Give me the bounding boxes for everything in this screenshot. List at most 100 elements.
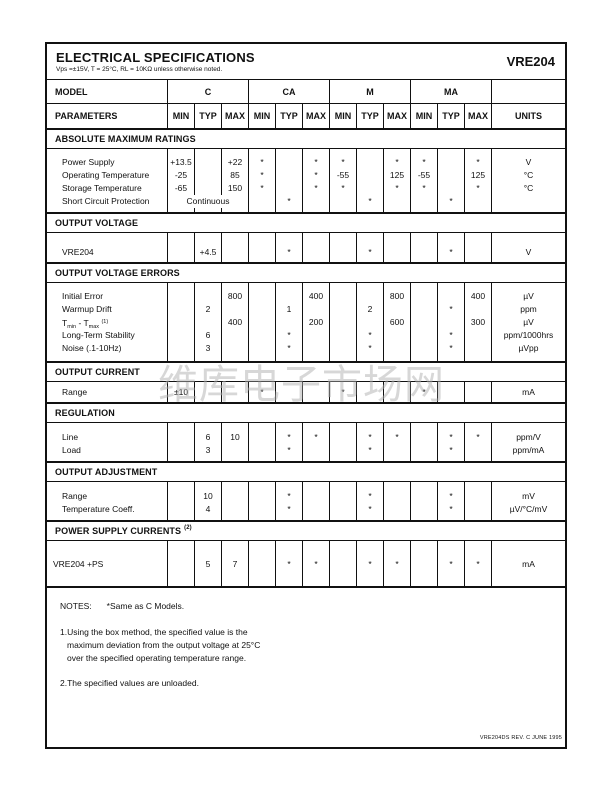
spec-value [411,431,437,444]
spec-value [330,246,356,259]
parameter-label: VRE204 +PS [53,559,104,569]
spec-value [249,503,275,516]
spec-value [222,303,248,316]
value-column-ma-typ: * * [438,482,465,520]
spec-value: -65 [174,183,188,193]
page-title: ELECTRICAL SPECIFICATIONS [56,49,255,65]
spec-value [222,246,248,259]
spec-value: * [449,432,453,442]
spec-value [168,316,194,329]
value-column-c-min [168,541,195,586]
spec-value: * [476,559,480,569]
spec-value [249,195,275,208]
spec-value [303,444,329,457]
test-conditions: Vps =±15V, T = 25°C, RL = 10KΩ unless ot… [56,66,223,74]
parameter-label: Tmin - Tmax (1) [62,318,109,330]
spec-value: * [287,247,291,257]
parameter-label: Long-Term Stability [62,330,135,340]
value-column-ca-typ [276,382,303,402]
parameters-label: PARAMETERS [47,104,168,128]
value-column-ca-typ: * [276,149,303,212]
spec-value [330,558,356,571]
value-column-ca-min [249,482,276,520]
spec-value: * [368,343,372,353]
spec-value: * [287,445,291,455]
value-column-c-max: 10 [222,423,249,461]
spec-value [249,444,275,457]
value-column-ma-typ: * * * [438,283,465,361]
spec-value [249,303,275,316]
spec-value [168,431,194,444]
parameter-label: Temperature Coeff. [62,504,135,514]
spec-value [411,246,437,259]
note-1-line: maximum deviation from the output voltag… [67,640,261,650]
spec-value: 150 [227,183,243,193]
spec-value: * [449,491,453,501]
spec-value [438,290,464,303]
value-column-ca-min: * [249,382,276,402]
value-column-ca-min [249,541,276,586]
subcol-ma-typ: TYP [438,104,465,128]
value-column-c-min: ±10 [168,382,195,402]
spec-value [249,329,275,342]
value-column-c-max: +22 85 150 [222,149,249,212]
spec-value [465,246,491,259]
spec-value [465,342,491,355]
spec-value: * [422,183,426,193]
value-column-ca-min [249,233,276,262]
spec-value: 600 [389,317,405,327]
spec-value [357,386,383,399]
section-block-absolute-maximum-ratings: Power Supply Operating Temperature Storage… [47,149,565,214]
spec-value [195,156,221,169]
spec-value: * [395,559,399,569]
value-column-c-typ [195,149,222,212]
spec-value [168,329,194,342]
spec-value: * [287,330,291,340]
spec-value: * [449,343,453,353]
value-column-ca-typ: 1 * * [276,283,303,361]
units-column: V [492,233,565,262]
spec-value: 200 [308,317,324,327]
units-column: mV µV/°C/mV [492,482,565,520]
spec-value: * [395,157,399,167]
value-column-ma-typ [438,382,465,402]
value-column-m-typ: * [357,233,384,262]
spec-value [168,342,194,355]
value-column-ma-max [465,233,492,262]
unit-label: ppm/V [516,432,541,442]
value-column-ca-typ: * * [276,482,303,520]
unit-label: ppm/mA [512,445,545,455]
spec-value: -55 [336,170,350,180]
units-column: mA [492,541,565,586]
value-column-ma-min: * -55 * [411,149,438,212]
spec-value: * [287,559,291,569]
spec-value: * [341,387,345,397]
parameter-label: Storage Temperature [62,183,142,193]
parameter-label: Line [62,432,79,442]
parameter-label: Operating Temperature [62,170,150,180]
spec-value [276,182,302,195]
units-column: µV ppm µV ppm/1000hrs µVpp [492,283,565,361]
section-block-output-voltage: VRE204 +4.5 * * * V [47,233,565,264]
spec-value [222,329,248,342]
unit-label: ppm [520,304,537,314]
spec-value: 7 [232,559,238,569]
section-block-output-adjustment: Range Temperature Coeff. 10 4 * * * * * * mV µV/°C/… [47,482,565,522]
spec-value [195,169,221,182]
spec-value: +4.5 [199,247,217,257]
value-column-c-max [222,382,249,402]
spec-value: * [287,196,291,206]
value-column-ca-max [303,233,330,262]
table-title-row: ELECTRICAL SPECIFICATIONS Vps =±15V, T =… [47,44,565,80]
notes-heading-line: NOTES: *Same as C Models. [60,600,557,613]
parameter-label: Noise (.1-10Hz) [62,343,122,353]
units-column: ppm/V ppm/mA [492,423,565,461]
spec-value: +22 [227,157,243,167]
spec-value [303,342,329,355]
value-column-m-typ: * [357,149,384,212]
unit-label: V [525,157,532,167]
spec-value: * [341,157,345,167]
spec-value [384,303,410,316]
spec-value [465,195,491,208]
spec-value: * [314,183,318,193]
